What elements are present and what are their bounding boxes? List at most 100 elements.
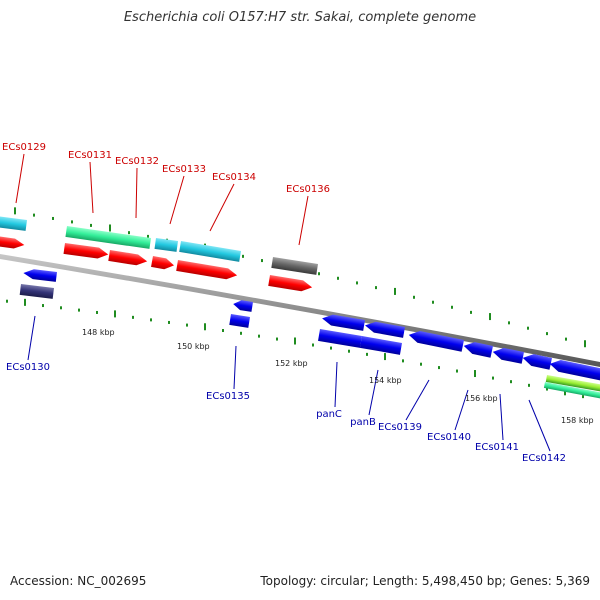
tick-mark (147, 234, 149, 238)
leader-line (454, 389, 469, 431)
cds-ECs0134[interactable] (176, 260, 238, 281)
tick-mark (402, 359, 404, 363)
feature-track (0, 216, 600, 399)
gene-label-ECs0134[interactable]: ECs0134 (212, 172, 256, 183)
leader-line (135, 167, 138, 219)
cds-ECs0136[interactable] (268, 275, 313, 293)
tick-mark (546, 387, 548, 391)
tick-mark (474, 370, 476, 378)
leader-line (89, 161, 94, 214)
gene-labels: 148 kbp 150 kbp 152 kbp 154 kbp 156 kbp 158 k… (2, 142, 594, 464)
scale-label: 158 kbp (561, 416, 594, 425)
leader-line (27, 315, 36, 361)
feature-ECs0131-green[interactable] (65, 226, 152, 249)
tick-mark (384, 353, 386, 361)
accession-text: Accession: NC_002695 (10, 574, 147, 588)
tick-mark (438, 366, 440, 370)
feature-green-band[interactable] (543, 382, 600, 399)
tick-mark (204, 323, 206, 331)
tick-mark (356, 281, 358, 285)
scale-label: 156 kbp (465, 394, 498, 403)
leader-line (499, 393, 504, 441)
gene-label-panC[interactable]: panC (316, 409, 342, 420)
tick-mark (470, 310, 472, 314)
feature-ECs0129-cyan[interactable] (0, 216, 28, 231)
tick-mark (242, 254, 244, 258)
feature-ECs0136-gray[interactable] (271, 257, 319, 275)
leader-line (233, 345, 237, 390)
cds-ECs0132[interactable] (108, 250, 148, 267)
tick-mark (508, 321, 510, 325)
gene-label-ECs0133[interactable]: ECs0133 (162, 164, 206, 175)
tick-mark (33, 213, 35, 217)
leader-line (334, 361, 338, 408)
tick-mark (52, 216, 54, 220)
gene-label-ECs0136[interactable]: ECs0136 (286, 184, 330, 195)
tick-mark (14, 207, 16, 215)
tick-mark (168, 320, 170, 324)
label-leader-lines (15, 153, 551, 452)
tick-mark (128, 231, 130, 235)
gene-label-ECs0142[interactable]: ECs0142 (522, 453, 566, 464)
leader-line (15, 153, 25, 204)
cds-ECs0141[interactable] (492, 346, 524, 364)
gene-label-ECs0139[interactable]: ECs0139 (378, 422, 422, 433)
cds-blue-b[interactable] (232, 299, 253, 312)
gene-label-panB[interactable]: panB (350, 417, 376, 428)
tick-mark (222, 329, 224, 333)
cds-ECs0131[interactable] (63, 243, 109, 260)
cds-blue-a[interactable] (23, 268, 57, 282)
leader-line (368, 369, 379, 416)
gene-label-ECs0130[interactable]: ECs0130 (6, 362, 50, 373)
gene-label-ECs0140[interactable]: ECs0140 (427, 432, 471, 443)
gene-label-ECs0135[interactable]: ECs0135 (206, 391, 250, 402)
scale-label: 148 kbp (82, 328, 115, 337)
cds-ECs0139[interactable] (408, 329, 464, 352)
feature-ECs0134-cyan[interactable] (179, 241, 241, 262)
tick-mark (451, 305, 453, 309)
cds-ECs0142[interactable] (521, 352, 553, 370)
gene-label-ECs0131[interactable]: ECs0131 (68, 150, 112, 161)
genome-backbone (0, 254, 600, 367)
cds-ECs0129[interactable] (0, 236, 25, 250)
tick-mark (582, 395, 584, 399)
tick-mark (348, 349, 350, 353)
feature-lime-band[interactable] (545, 375, 600, 392)
cds-blue-c[interactable] (321, 313, 366, 331)
gene-label-ECs0129[interactable]: ECs0129 (2, 142, 46, 153)
leader-line (528, 399, 551, 452)
tick-mark (492, 376, 494, 380)
cds-ECs0135[interactable] (229, 314, 250, 328)
tick-mark (546, 332, 548, 336)
cds-ECs0130[interactable] (19, 284, 54, 299)
tick-mark (527, 326, 529, 330)
cds-ECs0140[interactable] (462, 340, 494, 358)
tick-mark (6, 299, 8, 303)
tick-mark (60, 306, 62, 310)
cds-ECs0133[interactable] (151, 256, 175, 271)
tick-marks (6, 207, 586, 399)
gene-label-ECs0141[interactable]: ECs0141 (475, 442, 519, 453)
gene-label-ECs0132[interactable]: ECs0132 (115, 156, 159, 167)
tick-mark (375, 286, 377, 290)
leader-line (405, 379, 430, 421)
leader-line (169, 175, 185, 225)
tick-mark (337, 276, 339, 280)
cds-blue-e[interactable] (549, 358, 600, 381)
tick-mark (489, 313, 491, 321)
tick-mark (413, 295, 415, 299)
tick-mark (294, 337, 296, 345)
tick-mark (366, 352, 368, 356)
tick-mark (565, 337, 567, 341)
scale-label: 150 kbp (177, 342, 210, 351)
cds-panC[interactable] (318, 329, 363, 348)
tick-mark (109, 224, 111, 232)
tick-mark (24, 298, 26, 306)
cds-panB[interactable] (359, 336, 402, 355)
feature-ECs0133-cyan[interactable] (154, 238, 179, 252)
tick-mark (132, 315, 134, 319)
cds-blue-d[interactable] (364, 320, 406, 338)
tick-mark (318, 272, 320, 276)
tick-mark (276, 337, 278, 341)
